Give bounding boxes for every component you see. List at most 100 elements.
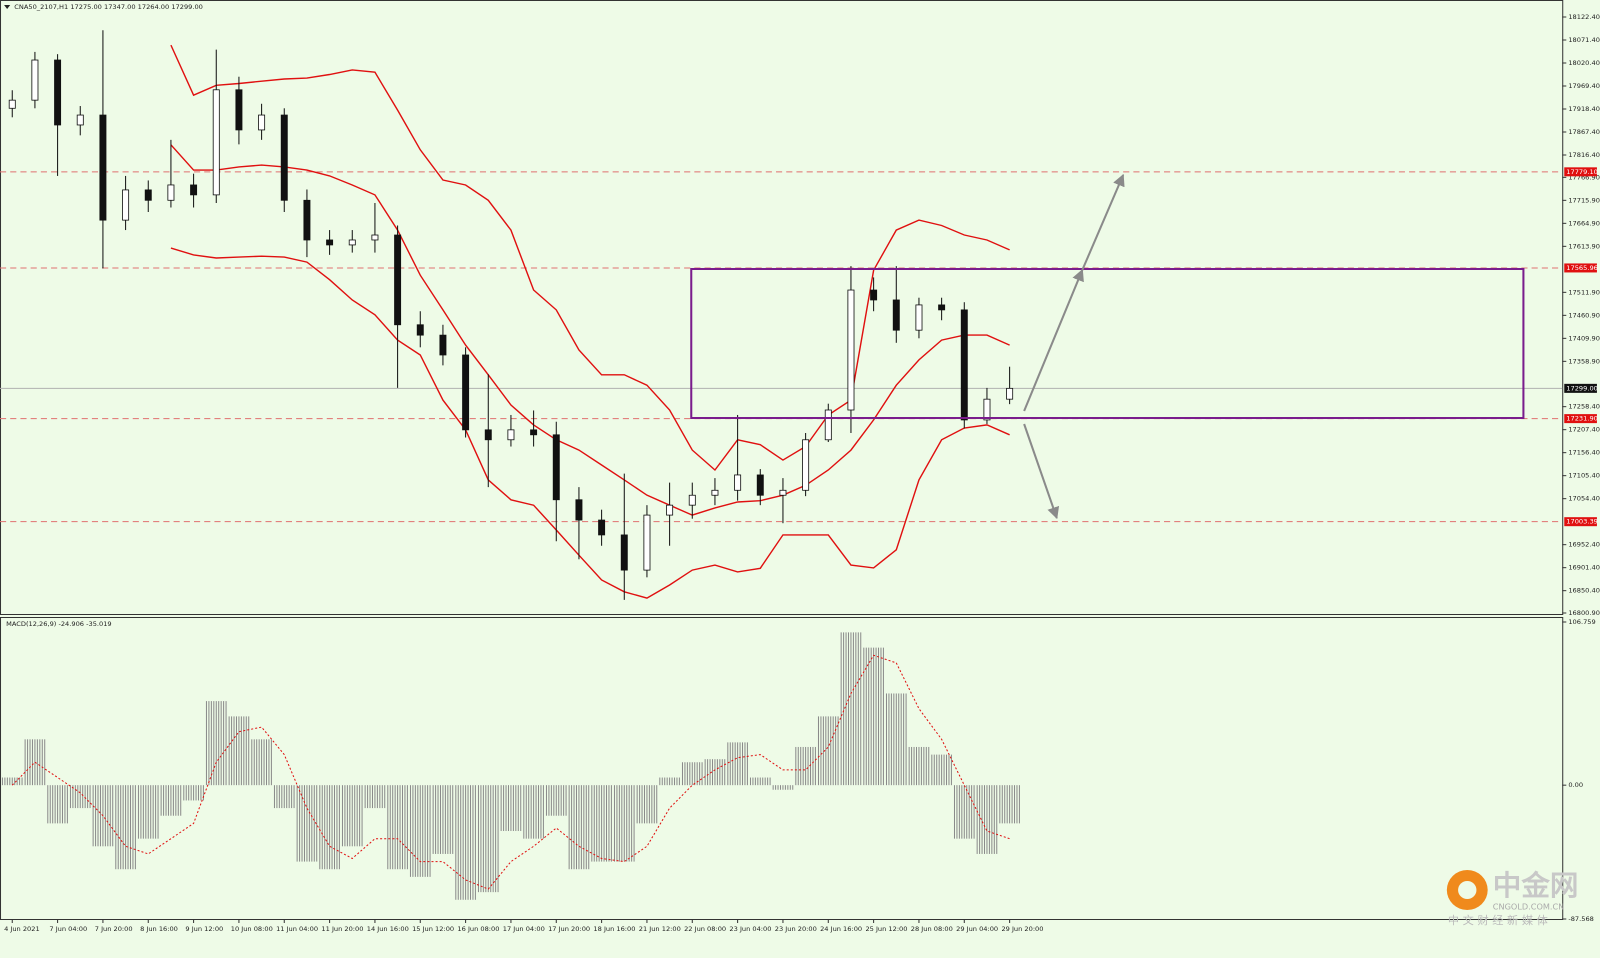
band-line: [170, 247, 1010, 599]
y-tick-label: 18020.40: [1568, 59, 1600, 67]
macd-bar: [1, 777, 23, 786]
x-tick-label: 23 Jun 20:00: [775, 925, 817, 933]
up-arrow: [1023, 268, 1084, 412]
level-label-box: [1564, 517, 1597, 527]
level-label: 17565.96: [1566, 264, 1598, 272]
macd-bar: [387, 785, 408, 870]
y-tick-label: 17816.40: [1568, 151, 1600, 159]
level-label: 17003.39: [1566, 518, 1598, 526]
x-tick-label: 29 Jun 04:00: [956, 925, 998, 933]
macd-bar: [455, 785, 476, 900]
x-tick-label: 14 Jun 16:00: [367, 925, 409, 933]
y-tick-label: 17460.90: [1568, 311, 1600, 319]
candle-body: [371, 234, 379, 241]
x-tick-label: 25 Jun 12:00: [865, 925, 907, 933]
macd-bar: [704, 759, 726, 786]
candle-body: [462, 354, 470, 431]
candle-body: [190, 184, 198, 196]
candle-body: [779, 489, 787, 496]
macd-bar: [296, 785, 318, 862]
y-tick-label: 0.00: [1568, 781, 1583, 789]
y-tick-label: 106.759: [1568, 618, 1595, 626]
band-line: [170, 144, 1010, 516]
y-tick-label: 16850.40: [1568, 587, 1600, 595]
macd-bar: [341, 785, 363, 847]
x-tick-label: 23 Jun 04:00: [729, 925, 771, 933]
x-tick-label: 17 Jun 04:00: [503, 925, 545, 933]
candle-body: [620, 534, 628, 571]
candle-body: [303, 199, 311, 241]
macd-bar: [931, 754, 952, 786]
x-tick-label: 29 Jun 20:00: [1001, 925, 1043, 933]
x-tick-label: 21 Jun 12:00: [639, 925, 681, 933]
y-tick-label: 17918.40: [1568, 105, 1600, 113]
level-label-box: [1564, 263, 1597, 273]
macd-bar: [613, 785, 635, 862]
y-tick-label: 16901.40: [1568, 564, 1600, 572]
macd-bar: [636, 785, 658, 824]
up-arrow: [1081, 173, 1125, 271]
macd-bar: [953, 785, 975, 839]
macd-bar: [160, 785, 182, 816]
y-tick-label: 17409.90: [1568, 334, 1600, 342]
x-tick-label: 18 Jun 16:00: [593, 925, 635, 933]
x-tick-label: 22 Jun 08:00: [684, 925, 726, 933]
candle-body: [870, 289, 878, 301]
x-tick-label: 17 Jun 20:00: [548, 925, 590, 933]
symbol-marker: [4, 5, 11, 9]
candle-body: [666, 504, 674, 516]
macd-bar: [409, 785, 431, 877]
macd-bar: [228, 716, 250, 786]
candle-body: [348, 239, 356, 246]
level-label-box: [1564, 414, 1597, 424]
candle-body: [326, 239, 334, 246]
y-tick-label: 17867.40: [1568, 128, 1600, 136]
x-tick-label: 10 Jun 08:00: [231, 925, 273, 933]
chart-title: CNA50_2107,H1 17275.00 17347.00 17264.00…: [14, 3, 203, 11]
y-tick-label: 17207.40: [1568, 426, 1600, 434]
candle-body: [99, 114, 107, 221]
candle-body: [530, 429, 538, 436]
last-price-box: [1564, 383, 1597, 393]
y-tick-label: 17156.40: [1568, 449, 1600, 457]
y-tick-label: 17664.90: [1568, 219, 1600, 227]
x-tick-label: 8 Jun 16:00: [140, 925, 178, 933]
candle-body: [711, 489, 719, 496]
candle-body: [280, 114, 288, 201]
range-box: [690, 268, 1525, 419]
macd-bar: [568, 785, 590, 870]
y-tick-label: 17358.90: [1568, 357, 1600, 365]
macd-bar: [432, 785, 454, 854]
candle-body: [484, 429, 492, 441]
candle-body: [802, 439, 810, 491]
macd-bar: [795, 746, 816, 786]
candle-body: [144, 189, 152, 201]
last-price-label: 17299.00: [1566, 384, 1598, 392]
candle-body: [31, 59, 39, 101]
x-tick-label: 7 Jun 20:00: [95, 925, 133, 933]
candle-body: [167, 184, 175, 201]
x-tick-label: 9 Jun 12:00: [185, 925, 223, 933]
band-line: [170, 44, 1010, 472]
y-tick-label: 17054.40: [1568, 495, 1600, 503]
candle-body: [938, 304, 946, 311]
x-tick-label: 4 Jun 2021: [4, 925, 40, 933]
candle-body: [688, 494, 696, 506]
macd-bar: [885, 693, 907, 786]
candle-body: [575, 499, 583, 521]
y-tick-label: 17511.90: [1568, 288, 1600, 296]
macd-bar: [772, 785, 794, 790]
macd-bar: [659, 777, 680, 786]
candle-body: [258, 114, 266, 131]
y-tick-label: 17105.40: [1568, 472, 1600, 480]
candle-body: [824, 409, 832, 441]
macd-bar: [840, 632, 862, 786]
macd-bar: [749, 777, 771, 786]
x-tick-label: 11 Jun 04:00: [276, 925, 318, 933]
y-tick-label: -87.568: [1568, 915, 1594, 923]
macd-bar: [47, 785, 68, 824]
x-tick-label: 24 Jun 16:00: [820, 925, 862, 933]
x-tick-label: 16 Jun 08:00: [457, 925, 499, 933]
